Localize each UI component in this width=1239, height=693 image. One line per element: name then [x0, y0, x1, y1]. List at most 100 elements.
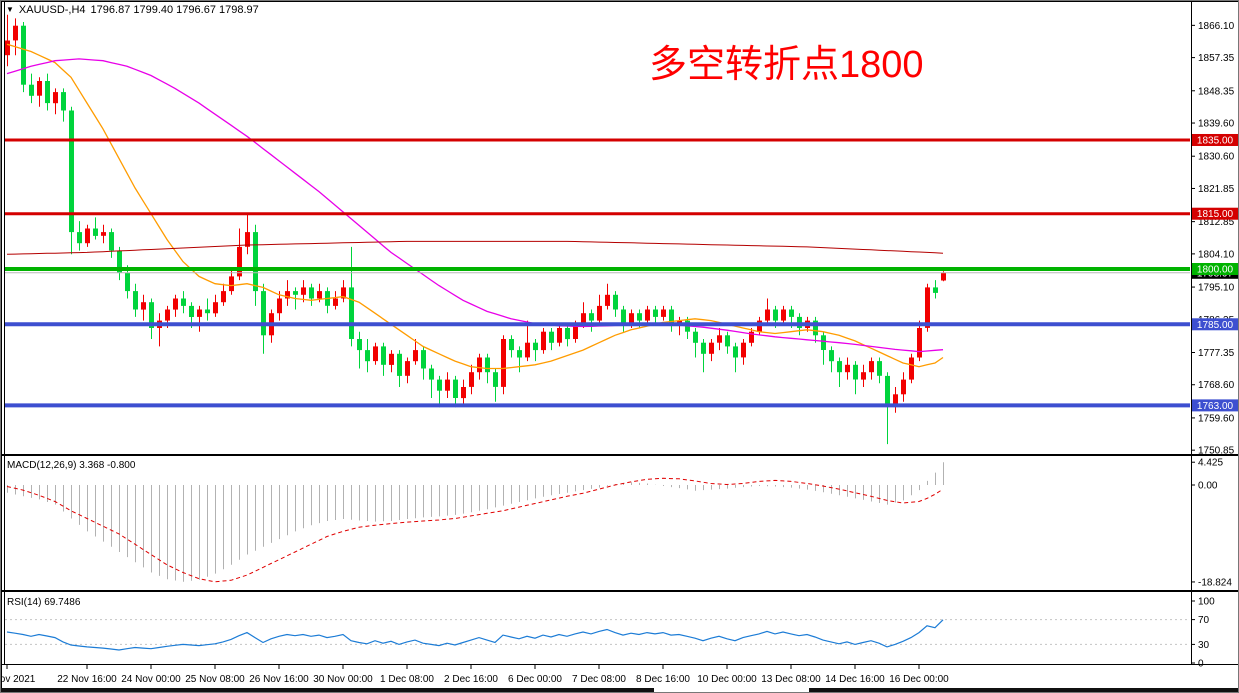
price-tick-label: 1830.60: [1198, 152, 1235, 163]
candle-body: [253, 232, 258, 292]
candle-body: [661, 309, 666, 317]
price-badge-label: 1800.00: [1197, 265, 1234, 276]
candle-body: [821, 335, 826, 350]
candle-body: [741, 342, 746, 358]
candle-body: [469, 372, 474, 387]
price-tick-label: 1759.60: [1198, 413, 1235, 424]
bottom-edge-left: [1, 688, 654, 692]
candle-body: [245, 232, 250, 247]
candle-body: [333, 298, 338, 306]
candle-body: [205, 309, 210, 314]
candle-body: [341, 287, 346, 299]
candle-body: [477, 357, 482, 373]
ohlc-readout: 1796.87 1799.40 1796.67 1798.97: [90, 4, 259, 16]
candle-body: [197, 309, 202, 317]
price-badge-1815.00: [1192, 207, 1238, 220]
text-annotation-1800[interactable]: 多空转折点1800: [649, 44, 924, 86]
candle-body: [637, 313, 642, 321]
separator-rsi-timeaxis: [1, 664, 1238, 665]
price-tick-label: 1857.35: [1198, 53, 1235, 64]
macd-tick-label: 4.425: [1198, 458, 1223, 469]
candle-body: [693, 331, 698, 343]
candle-body: [837, 361, 842, 373]
candle-body: [125, 272, 130, 292]
candle-body: [669, 309, 674, 325]
candle-body: [317, 291, 322, 299]
ma-orange: [6, 43, 944, 370]
rsi-tick-label: 30: [1198, 640, 1210, 651]
candle-body: [237, 246, 242, 277]
price-badge-1835.00: [1192, 133, 1238, 146]
candle-body: [901, 379, 906, 395]
price-tick-label: 1839.60: [1198, 119, 1235, 130]
time-tick-label: 14 Dec 16:00: [825, 674, 885, 685]
candle-body: [453, 379, 458, 398]
macd-tick-label: 0.00: [1198, 481, 1218, 492]
macd-tick-label: -18.824: [1198, 577, 1232, 588]
chart-title: ▼ XAUUSD-,H4 1796.87 1799.40 1796.67 179…: [6, 4, 259, 16]
candle-body: [573, 324, 578, 339]
candle-body: [765, 309, 770, 321]
time-tick-label: 16 Dec 00:00: [889, 674, 949, 685]
time-tick-label: 8 Dec 16:00: [636, 674, 690, 685]
candle-body: [541, 331, 546, 351]
time-tick-label: 24 Nov 00:00: [121, 674, 181, 685]
candle-body: [173, 298, 178, 310]
separator-main-macd[interactable]: [1, 454, 1239, 456]
candle-body: [397, 353, 402, 376]
candle-body: [653, 309, 658, 317]
macd-panel: [6, 462, 944, 583]
candle-body: [117, 250, 122, 273]
candle-body: [189, 305, 194, 317]
candle-body: [877, 361, 882, 376]
candle-body: [885, 375, 890, 406]
candle-body: [5, 40, 10, 56]
candle-body: [829, 350, 834, 362]
price-badge-label: 1785.00: [1197, 320, 1234, 331]
candlestick-series: [5, 14, 946, 445]
separator-macd-rsi[interactable]: [1, 590, 1239, 592]
candle-body: [373, 346, 378, 362]
price-tick-label: 1804.10: [1198, 249, 1235, 260]
candle-body: [29, 84, 34, 96]
candle-body: [725, 335, 730, 347]
candle-body: [69, 110, 74, 233]
candle-body: [629, 313, 634, 325]
price-tick-label: 1777.35: [1198, 348, 1235, 359]
candle-body: [933, 287, 938, 293]
candle-body: [149, 302, 154, 328]
candle-body: [293, 291, 298, 295]
candle-body: [613, 294, 618, 310]
candle-body: [501, 339, 506, 387]
time-tick-label: 6 Dec 00:00: [508, 674, 562, 685]
symbol-dropdown-icon[interactable]: ▼: [6, 5, 14, 14]
price-tick-label: 1848.35: [1198, 86, 1235, 97]
price-tick-label: 1750.85: [1198, 446, 1235, 457]
time-tick-label: 25 Nov 08:00: [185, 674, 245, 685]
candle-body: [493, 372, 498, 387]
candle-body: [773, 309, 778, 321]
candle-body: [141, 302, 146, 310]
rsi-tick-label: 100: [1198, 597, 1215, 608]
candle-body: [429, 368, 434, 380]
candle-body: [533, 342, 538, 351]
macd-indicator-label: MACD(12,26,9) 3.368 -0.800: [7, 460, 136, 471]
candle-body: [597, 305, 602, 321]
candle-body: [381, 346, 386, 365]
time-tick-label: 13 Dec 08:00: [761, 674, 821, 685]
candle-body: [285, 291, 290, 299]
candle-body: [109, 232, 114, 251]
rsi-tick-label: 0: [1198, 659, 1204, 670]
candle-body: [941, 272, 946, 281]
rsi-tick-label: 70: [1198, 615, 1210, 626]
candle-body: [365, 350, 370, 362]
price-badge-label: 1763.00: [1197, 401, 1234, 412]
price-axis[interactable]: 1866.10 1857.35 1848.35 1839.60 1830.60 1821.…: [1191, 1, 1239, 670]
candle-body: [413, 350, 418, 362]
price-badge-label: 1815.00: [1197, 209, 1234, 220]
candle-body: [853, 364, 858, 380]
symbol-period-label: XAUUSD-,H4: [18, 4, 86, 16]
candle-body: [893, 394, 898, 406]
candle-body: [517, 350, 522, 358]
time-axis[interactable]: 19 Nov 2021 22 Nov 16:00 24 Nov 00:00 25 No…: [1, 665, 949, 685]
